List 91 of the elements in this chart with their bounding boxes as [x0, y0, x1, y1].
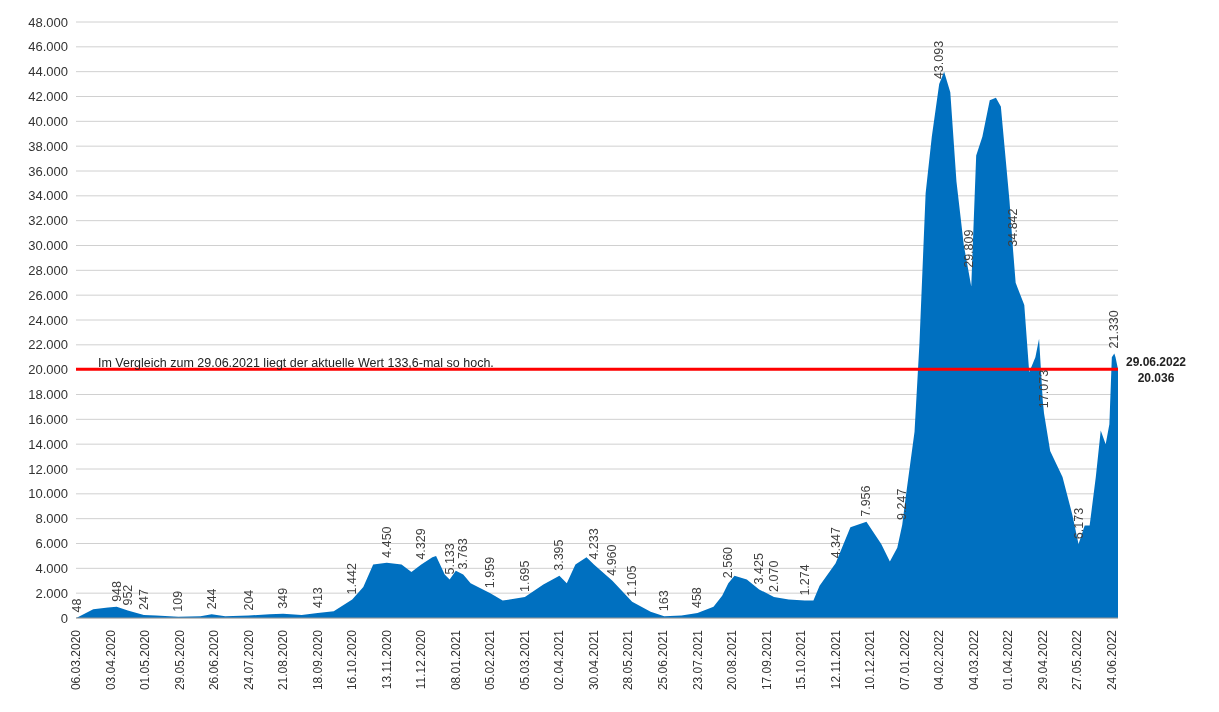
annotation: 109: [171, 590, 186, 612]
y-tick-label: 24.000: [28, 312, 68, 328]
annotation: 34.842: [1006, 208, 1021, 247]
y-tick-label: 2.000: [35, 585, 68, 601]
x-tick-label: 05.03.2021: [517, 629, 532, 691]
annotation: 6.173: [1071, 507, 1086, 540]
x-tick-label: 29.04.2022: [1035, 629, 1050, 691]
annotation: 43.093: [932, 40, 947, 80]
annotation: 4.450: [379, 526, 394, 558]
annotation: 4.347: [828, 527, 843, 559]
x-tick-label: 16.10.2020: [345, 629, 360, 691]
annotation: 17.073: [1037, 369, 1052, 409]
y-tick-label: 32.000: [28, 213, 68, 229]
annotation: Im Vergleich zum 29.06.2021 liegt der aktuelle Wert 133,6-mal so hoch.: [98, 356, 494, 370]
y-tick-label: 0: [60, 610, 68, 626]
y-tick-label: 42.000: [28, 89, 68, 105]
x-tick-label: 21.08.2020: [276, 629, 291, 691]
annotation: 1.105: [625, 565, 640, 597]
y-tick-label: 30.000: [28, 238, 68, 254]
x-tick-label: 06.03.2020: [69, 629, 83, 691]
annotation: 2.560: [721, 546, 736, 579]
ref-line-label: 29.06.2022 20.036: [1125, 355, 1187, 386]
y-tick-label: 14.000: [28, 436, 68, 452]
x-tick-label: 04.02.2022: [932, 629, 947, 691]
y-tick-label: 12.000: [28, 461, 68, 477]
annotation: 204: [241, 589, 256, 611]
annotation: 247: [136, 588, 151, 610]
annotation: 9.247: [895, 488, 910, 520]
y-tick-label: 34.000: [28, 188, 68, 204]
annotation: 5.133: [442, 543, 457, 575]
x-tick-label: 10.12.2021: [863, 629, 878, 691]
x-tick-label: 15.10.2021: [794, 629, 809, 691]
y-tick-label: 18.000: [28, 387, 68, 403]
y-tick-label: 46.000: [28, 39, 68, 55]
y-tick-label: 4.000: [35, 560, 68, 576]
x-tick-label: 24.06.2022: [1104, 629, 1119, 691]
x-tick-label: 11.12.2020: [414, 629, 429, 690]
y-tick-label: 22.000: [28, 337, 68, 353]
x-tick-label: 30.04.2021: [586, 629, 601, 691]
annotation: 163: [657, 590, 672, 612]
annotation: 413: [310, 587, 325, 609]
x-tick-label: 08.01.2021: [448, 629, 463, 691]
y-tick-label: 36.000: [28, 163, 68, 179]
x-tick-label: 23.07.2021: [690, 629, 705, 691]
x-tick-label: 03.04.2020: [103, 629, 118, 691]
y-tick-label: 20.000: [28, 362, 68, 378]
annotation: 4.960: [605, 544, 620, 576]
x-tick-label: 25.06.2021: [655, 629, 670, 691]
y-tick-label: 40.000: [28, 113, 68, 129]
annotation: 4.233: [586, 528, 601, 560]
annotation: 1.959: [483, 556, 498, 589]
x-tick-label: 28.05.2021: [621, 629, 636, 691]
x-tick-label: 02.04.2021: [552, 629, 567, 691]
x-tick-label: 12.11.2021: [828, 629, 843, 690]
x-tick-label: 17.09.2021: [759, 629, 774, 691]
y-tick-label: 38.000: [28, 138, 68, 154]
y-tick-label: 6.000: [35, 536, 68, 552]
y-tick-label: 10.000: [28, 486, 68, 502]
y-tick-label: 16.000: [28, 411, 68, 427]
annotation: 1.274: [797, 564, 812, 596]
y-tick-label: 44.000: [28, 64, 68, 80]
y-tick-label: 26.000: [28, 287, 68, 303]
annotation: 3.763: [456, 538, 471, 570]
annotation: 7.956: [859, 485, 874, 517]
annotation: 1.442: [345, 563, 360, 595]
annotation: 3.395: [552, 539, 567, 571]
x-tick-label: 05.02.2021: [483, 629, 498, 691]
y-tick-label: 28.000: [28, 262, 68, 278]
x-tick-label: 24.07.2020: [241, 629, 256, 691]
x-tick-label: 04.03.2022: [966, 629, 981, 691]
y-tick-label: 48.000: [28, 14, 68, 30]
x-tick-label: 18.09.2020: [310, 629, 325, 691]
x-tick-label: 26.06.2020: [207, 629, 222, 691]
annotation: 2.070: [766, 560, 781, 592]
y-tick-label: 8.000: [35, 511, 68, 527]
annotation: 244: [204, 588, 219, 610]
x-tick-label: 27.05.2022: [1070, 629, 1085, 691]
annotation: 4.329: [414, 528, 429, 560]
annotation: 3.425: [752, 553, 767, 585]
annotation: 48: [70, 598, 85, 613]
annotation: 349: [276, 587, 291, 609]
annotation: 458: [690, 587, 705, 609]
annotation: 29.809: [961, 229, 976, 268]
x-tick-label: 07.01.2022: [897, 629, 912, 691]
x-tick-label: 13.11.2020: [379, 629, 394, 690]
x-tick-label: 01.05.2020: [138, 629, 153, 691]
annotation: 21.330: [1107, 310, 1122, 349]
x-tick-label: 29.05.2020: [172, 629, 187, 691]
annotation: 1.695: [517, 560, 532, 592]
x-tick-label: 20.08.2021: [725, 629, 740, 691]
x-tick-label: 01.04.2022: [1001, 629, 1016, 691]
